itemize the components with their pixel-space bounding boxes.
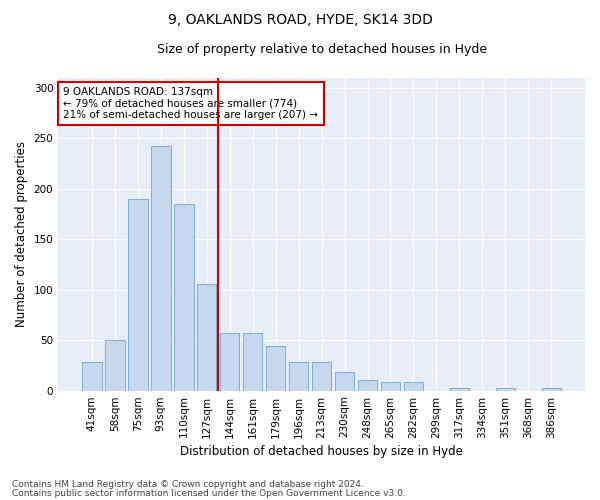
Bar — [174, 204, 194, 390]
Bar — [335, 372, 355, 390]
Bar — [381, 382, 400, 390]
Bar — [105, 340, 125, 390]
Bar — [128, 198, 148, 390]
Bar — [82, 362, 101, 390]
Bar — [289, 362, 308, 390]
Bar — [496, 388, 515, 390]
Title: Size of property relative to detached houses in Hyde: Size of property relative to detached ho… — [157, 42, 487, 56]
Bar — [197, 284, 217, 391]
Bar — [358, 380, 377, 390]
Y-axis label: Number of detached properties: Number of detached properties — [15, 141, 28, 327]
Bar — [151, 146, 170, 390]
X-axis label: Distribution of detached houses by size in Hyde: Distribution of detached houses by size … — [180, 444, 463, 458]
Bar — [449, 388, 469, 390]
Bar — [220, 333, 239, 390]
Text: 9 OAKLANDS ROAD: 137sqm
← 79% of detached houses are smaller (774)
21% of semi-d: 9 OAKLANDS ROAD: 137sqm ← 79% of detache… — [64, 87, 319, 120]
Bar — [266, 346, 286, 391]
Bar — [542, 388, 561, 390]
Bar — [243, 333, 262, 390]
Text: Contains public sector information licensed under the Open Government Licence v3: Contains public sector information licen… — [12, 488, 406, 498]
Bar — [312, 362, 331, 390]
Bar — [404, 382, 423, 390]
Text: Contains HM Land Registry data © Crown copyright and database right 2024.: Contains HM Land Registry data © Crown c… — [12, 480, 364, 489]
Text: 9, OAKLANDS ROAD, HYDE, SK14 3DD: 9, OAKLANDS ROAD, HYDE, SK14 3DD — [167, 12, 433, 26]
